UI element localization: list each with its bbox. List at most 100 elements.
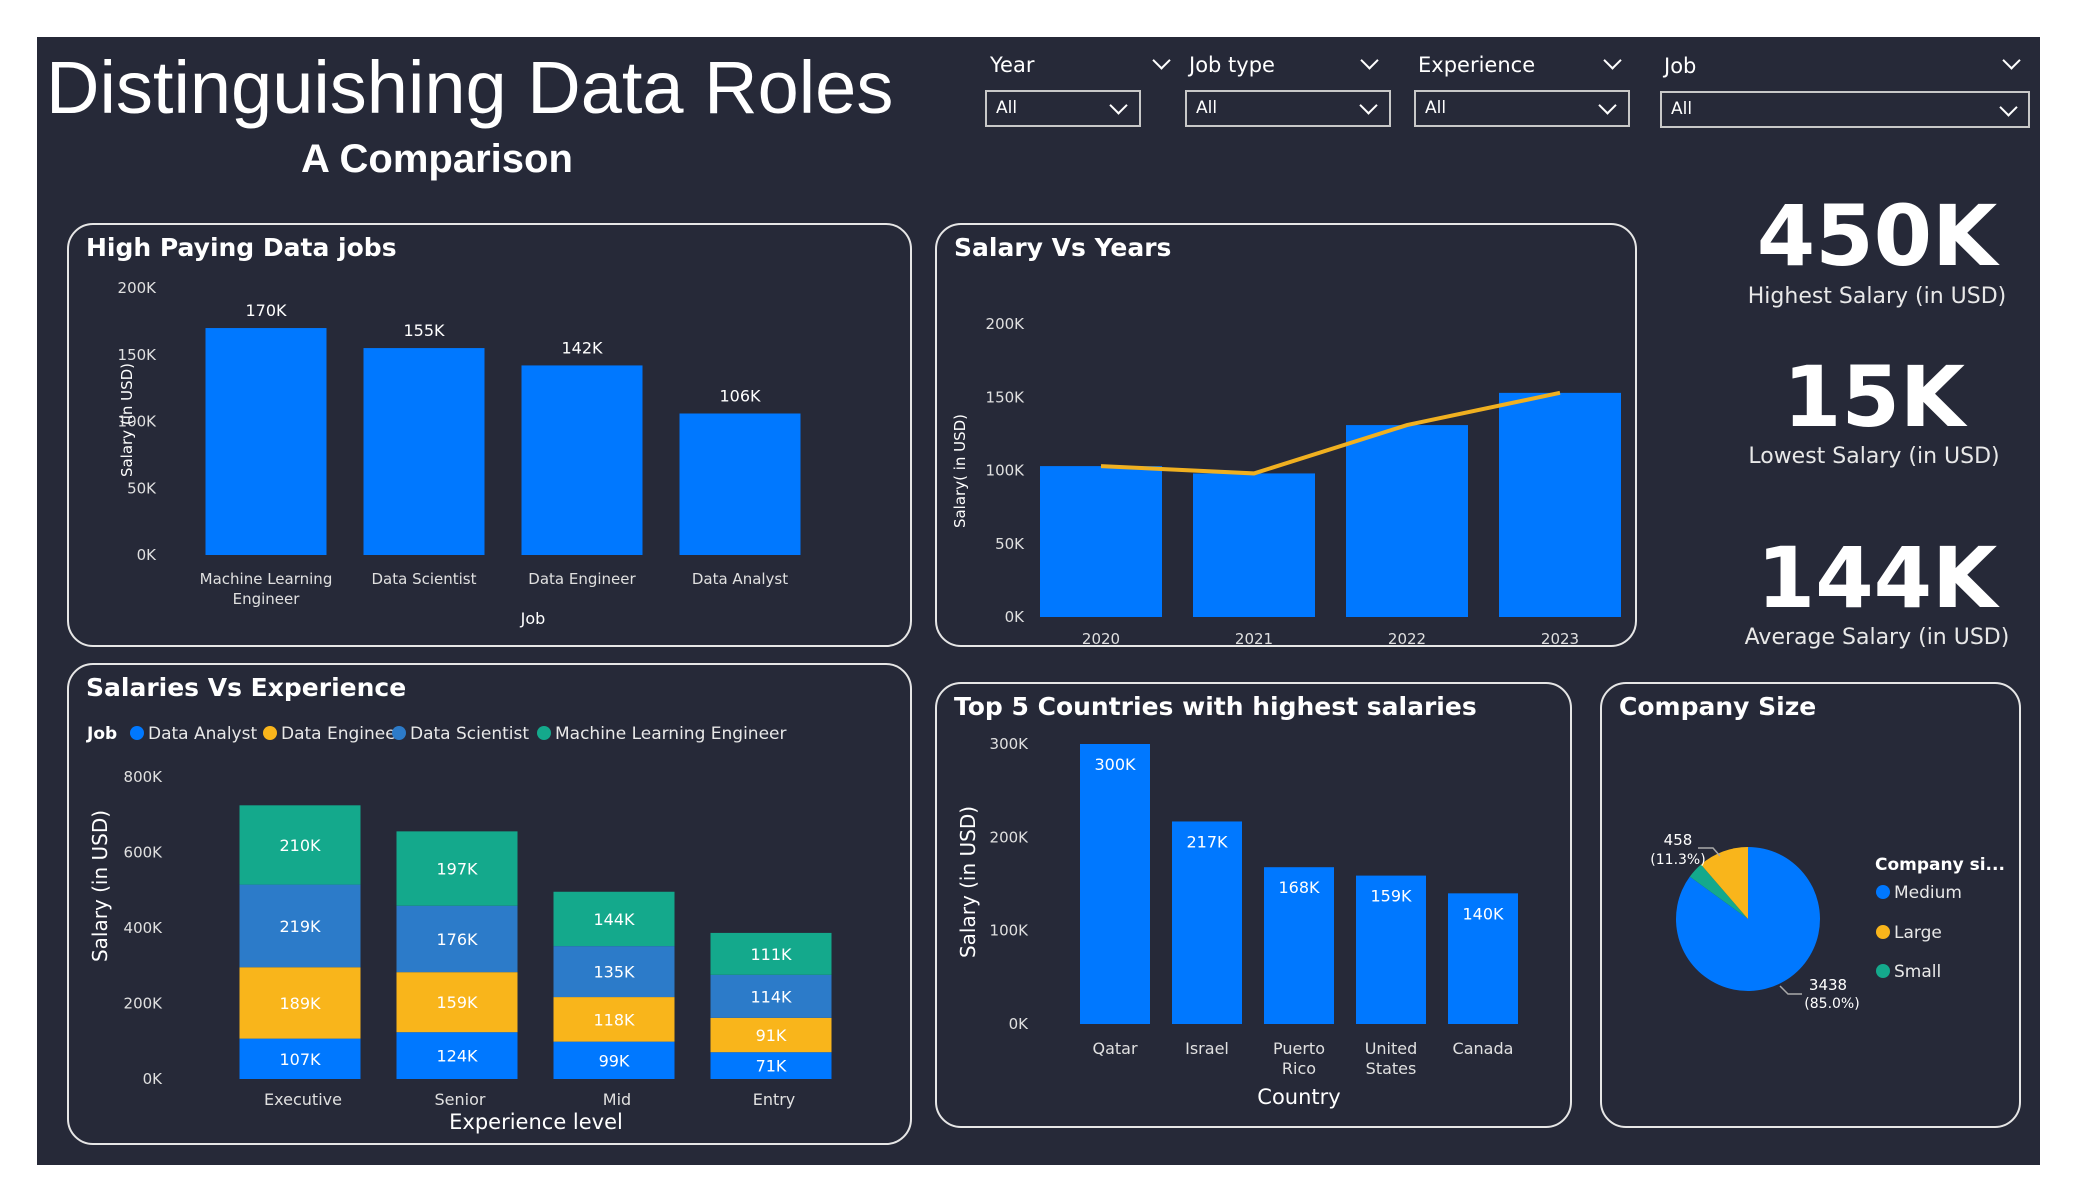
stack-segment bbox=[710, 932, 832, 975]
panel-title: Salary Vs Years bbox=[954, 233, 1172, 262]
x-tick-label: Puerto bbox=[1273, 1039, 1325, 1058]
legend-swatch bbox=[392, 726, 406, 740]
pie-pct-label: (11.3%) bbox=[1650, 852, 1705, 868]
slicer-job-type[interactable]: Job type All bbox=[1185, 45, 1395, 135]
data-label: 118K bbox=[593, 1010, 635, 1029]
data-label: 140K bbox=[1462, 904, 1504, 923]
bar bbox=[1080, 744, 1150, 1024]
data-label: 107K bbox=[279, 1050, 321, 1069]
x-tick-label: States bbox=[1366, 1059, 1417, 1078]
pie-value-label: 3438 bbox=[1809, 976, 1847, 994]
y-tick-label: 50K bbox=[995, 535, 1025, 553]
experience-dropdown-value: All bbox=[1425, 98, 1447, 118]
experience-dropdown[interactable]: All bbox=[1414, 90, 1630, 127]
panel-salary-vs-years: Salary Vs Years 0K 50K 100K 150K 200K Salary(… bbox=[935, 223, 1637, 647]
data-label: 170K bbox=[245, 301, 287, 320]
stack-segment bbox=[239, 884, 361, 968]
y-tick-label: 200K bbox=[124, 995, 164, 1013]
data-label: 159K bbox=[436, 993, 478, 1012]
data-label: 91K bbox=[756, 1026, 787, 1045]
y-axis-title: Salary (in USD) bbox=[118, 363, 136, 477]
x-tick-label: 2022 bbox=[1388, 630, 1426, 645]
slicer-job[interactable]: Job All bbox=[1660, 45, 2030, 135]
y-tick-label: 200K bbox=[990, 828, 1030, 846]
panel-salaries-vs-experience: Salaries Vs Experience Job Data Analyst Da… bbox=[67, 663, 912, 1145]
data-label: 217K bbox=[1186, 832, 1228, 851]
y-tick-label: 200K bbox=[118, 279, 158, 297]
bar bbox=[679, 413, 801, 555]
y-tick-label: 300K bbox=[990, 735, 1030, 753]
stack-segment bbox=[396, 831, 518, 906]
data-label: 111K bbox=[750, 945, 792, 964]
y-tick-label: 200K bbox=[986, 315, 1026, 333]
y-tick-label: 100K bbox=[118, 413, 158, 431]
legend-swatch bbox=[130, 726, 144, 740]
x-tick-label: Data Analyst bbox=[692, 570, 788, 588]
bar bbox=[1448, 893, 1518, 1024]
y-tick-label: 0K bbox=[1005, 608, 1026, 626]
chevron-down-icon bbox=[1359, 96, 1378, 115]
x-tick-label: Executive bbox=[264, 1090, 342, 1109]
y-axis-title: Salary (in USD) bbox=[88, 810, 112, 962]
slicer-experience-label: Experience bbox=[1418, 53, 1536, 77]
trend-line bbox=[1100, 390, 1561, 476]
legend-swatch bbox=[1876, 925, 1890, 939]
legend-title: Job bbox=[86, 724, 117, 744]
y-tick-label: 0K bbox=[137, 546, 158, 564]
panel-title: High Paying Data jobs bbox=[86, 233, 397, 262]
y-tick-label: 800K bbox=[124, 768, 164, 786]
stack-segment bbox=[553, 946, 675, 998]
dashboard-subtitle: A Comparison bbox=[301, 137, 573, 181]
data-label: 219K bbox=[279, 917, 321, 936]
bar bbox=[1040, 466, 1162, 617]
data-label: 106K bbox=[719, 386, 761, 405]
y-axis-title: Salary( in USD) bbox=[951, 414, 969, 528]
job-dropdown-value: All bbox=[1671, 99, 1693, 119]
y-tick-label: 0K bbox=[1009, 1015, 1030, 1033]
top-countries-chart: 0K 100K 200K 300K Salary (in USD) 300K Qatar 21… bbox=[956, 735, 1518, 1109]
chevron-down-icon[interactable] bbox=[1360, 51, 1379, 70]
high-paying-chart: 0K 50K 100K 150K 200K Salary (in USD) 170K Mach… bbox=[118, 279, 801, 628]
data-label: 176K bbox=[436, 930, 478, 949]
stack-segment bbox=[239, 805, 361, 885]
x-tick-label: 2020 bbox=[1082, 630, 1120, 645]
legend-label: Large bbox=[1894, 923, 1942, 943]
chevron-down-icon[interactable] bbox=[1152, 51, 1171, 70]
bar bbox=[1193, 473, 1315, 617]
data-label: 142K bbox=[561, 338, 603, 357]
legend-label: Small bbox=[1894, 962, 1941, 982]
chevron-down-icon[interactable] bbox=[1603, 51, 1622, 70]
x-tick-label: Mid bbox=[603, 1090, 631, 1109]
slicer-year[interactable]: Year All bbox=[985, 45, 1185, 135]
legend-swatch bbox=[537, 726, 551, 740]
job-type-dropdown[interactable]: All bbox=[1185, 90, 1391, 127]
x-tick-label: Rico bbox=[1282, 1059, 1316, 1078]
stack-segment bbox=[553, 1041, 675, 1079]
legend-swatch bbox=[263, 726, 277, 740]
year-dropdown[interactable]: All bbox=[985, 90, 1141, 127]
y-tick-label: 600K bbox=[124, 844, 164, 862]
legend-label: Data Scientist bbox=[410, 724, 529, 744]
pie-value-label: 458 bbox=[1664, 831, 1693, 849]
dashboard-title: Distinguishing Data Roles bbox=[46, 46, 894, 129]
data-label: 300K bbox=[1094, 755, 1136, 774]
pie-pct-label: (85.0%) bbox=[1804, 996, 1859, 1012]
slicer-experience[interactable]: Experience All bbox=[1414, 45, 1634, 135]
pie-slice bbox=[1689, 864, 1748, 919]
stack-segment bbox=[396, 905, 518, 973]
stack-segment bbox=[239, 1038, 361, 1079]
y-tick-label: 0K bbox=[143, 1070, 164, 1088]
chevron-down-icon[interactable] bbox=[2002, 51, 2021, 70]
panel-title: Top 5 Countries with highest salaries bbox=[954, 692, 1477, 721]
stack-segment bbox=[553, 891, 675, 947]
kpi-average-label: Average Salary (in USD) bbox=[1744, 625, 2010, 650]
data-label: 159K bbox=[1370, 887, 1412, 906]
job-dropdown[interactable]: All bbox=[1660, 91, 2030, 128]
data-label: 168K bbox=[1278, 878, 1320, 897]
legend-label: Medium bbox=[1894, 883, 1962, 903]
panel-company-size: Company Size 458 (11.3%) 3438 (85.0%) Compan… bbox=[1600, 682, 2021, 1128]
x-tick-label: 2021 bbox=[1235, 630, 1273, 645]
y-axis-title: Salary (in USD) bbox=[956, 806, 980, 958]
stack-segment bbox=[710, 1017, 832, 1053]
bar bbox=[205, 328, 327, 555]
